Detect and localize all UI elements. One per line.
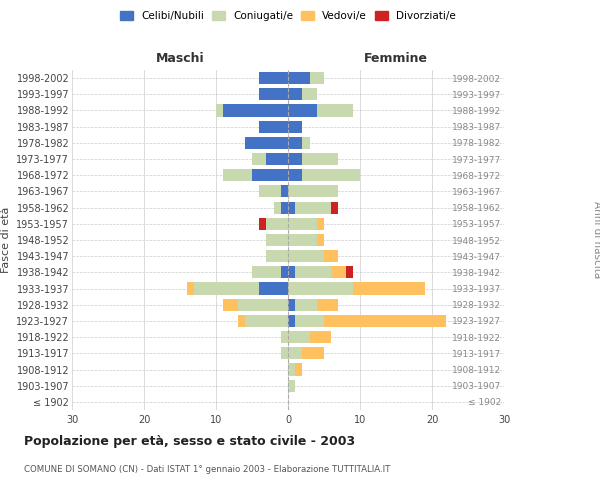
Bar — [302, 88, 317, 101]
Text: Maschi: Maschi — [155, 52, 205, 65]
Bar — [266, 218, 288, 230]
Bar — [288, 250, 324, 262]
Bar — [216, 104, 223, 117]
Bar — [238, 298, 288, 311]
Bar — [288, 298, 295, 311]
Bar — [288, 186, 338, 198]
Bar — [288, 364, 295, 376]
Bar — [288, 153, 302, 165]
Bar — [288, 331, 310, 343]
Bar — [281, 331, 288, 343]
Bar — [288, 72, 310, 84]
Bar — [259, 186, 281, 198]
Bar — [245, 315, 288, 327]
Bar — [295, 315, 324, 327]
Bar — [194, 282, 259, 294]
Bar — [245, 137, 288, 149]
Bar — [252, 153, 266, 165]
Bar — [223, 169, 252, 181]
Bar — [295, 364, 302, 376]
Bar — [295, 266, 331, 278]
Bar — [252, 169, 288, 181]
Bar — [288, 120, 302, 132]
Bar — [288, 137, 302, 149]
Bar — [295, 298, 317, 311]
Bar — [288, 169, 302, 181]
Bar — [288, 315, 295, 327]
Bar — [281, 266, 288, 278]
Bar — [281, 202, 288, 213]
Bar — [353, 282, 425, 294]
Bar — [266, 153, 288, 165]
Bar — [346, 266, 353, 278]
Bar — [310, 331, 331, 343]
Bar — [266, 234, 288, 246]
Bar — [288, 218, 317, 230]
Bar — [281, 348, 288, 360]
Bar — [302, 169, 360, 181]
Bar — [288, 202, 295, 213]
Bar — [266, 250, 288, 262]
Bar — [252, 266, 281, 278]
Text: COMUNE DI SOMANO (CN) - Dati ISTAT 1° gennaio 2003 - Elaborazione TUTTITALIA.IT: COMUNE DI SOMANO (CN) - Dati ISTAT 1° ge… — [24, 465, 391, 474]
Bar — [302, 153, 338, 165]
Bar — [324, 250, 338, 262]
Bar — [317, 234, 324, 246]
Text: Femmine: Femmine — [364, 52, 428, 65]
Bar — [238, 315, 245, 327]
Bar — [331, 202, 338, 213]
Bar — [288, 266, 295, 278]
Text: Anni di nascita: Anni di nascita — [592, 202, 600, 278]
Bar — [288, 380, 295, 392]
Bar — [288, 104, 317, 117]
Bar — [223, 298, 238, 311]
Bar — [295, 202, 331, 213]
Y-axis label: Fasce di età: Fasce di età — [1, 207, 11, 273]
Bar — [317, 104, 353, 117]
Bar — [187, 282, 194, 294]
Bar — [310, 72, 324, 84]
Bar — [288, 88, 302, 101]
Bar — [317, 298, 338, 311]
Bar — [274, 202, 281, 213]
Bar — [302, 348, 324, 360]
Text: Popolazione per età, sesso e stato civile - 2003: Popolazione per età, sesso e stato civil… — [24, 435, 355, 448]
Bar — [302, 137, 310, 149]
Bar — [259, 120, 288, 132]
Legend: Celibi/Nubili, Coniugati/e, Vedovi/e, Divorziati/e: Celibi/Nubili, Coniugati/e, Vedovi/e, Di… — [117, 8, 459, 24]
Bar — [281, 186, 288, 198]
Bar — [259, 72, 288, 84]
Bar — [259, 282, 288, 294]
Bar — [288, 348, 302, 360]
Bar — [259, 218, 266, 230]
Bar — [317, 218, 324, 230]
Bar — [324, 315, 446, 327]
Bar — [223, 104, 288, 117]
Bar — [288, 234, 317, 246]
Bar — [288, 282, 353, 294]
Bar — [259, 88, 288, 101]
Bar — [331, 266, 346, 278]
